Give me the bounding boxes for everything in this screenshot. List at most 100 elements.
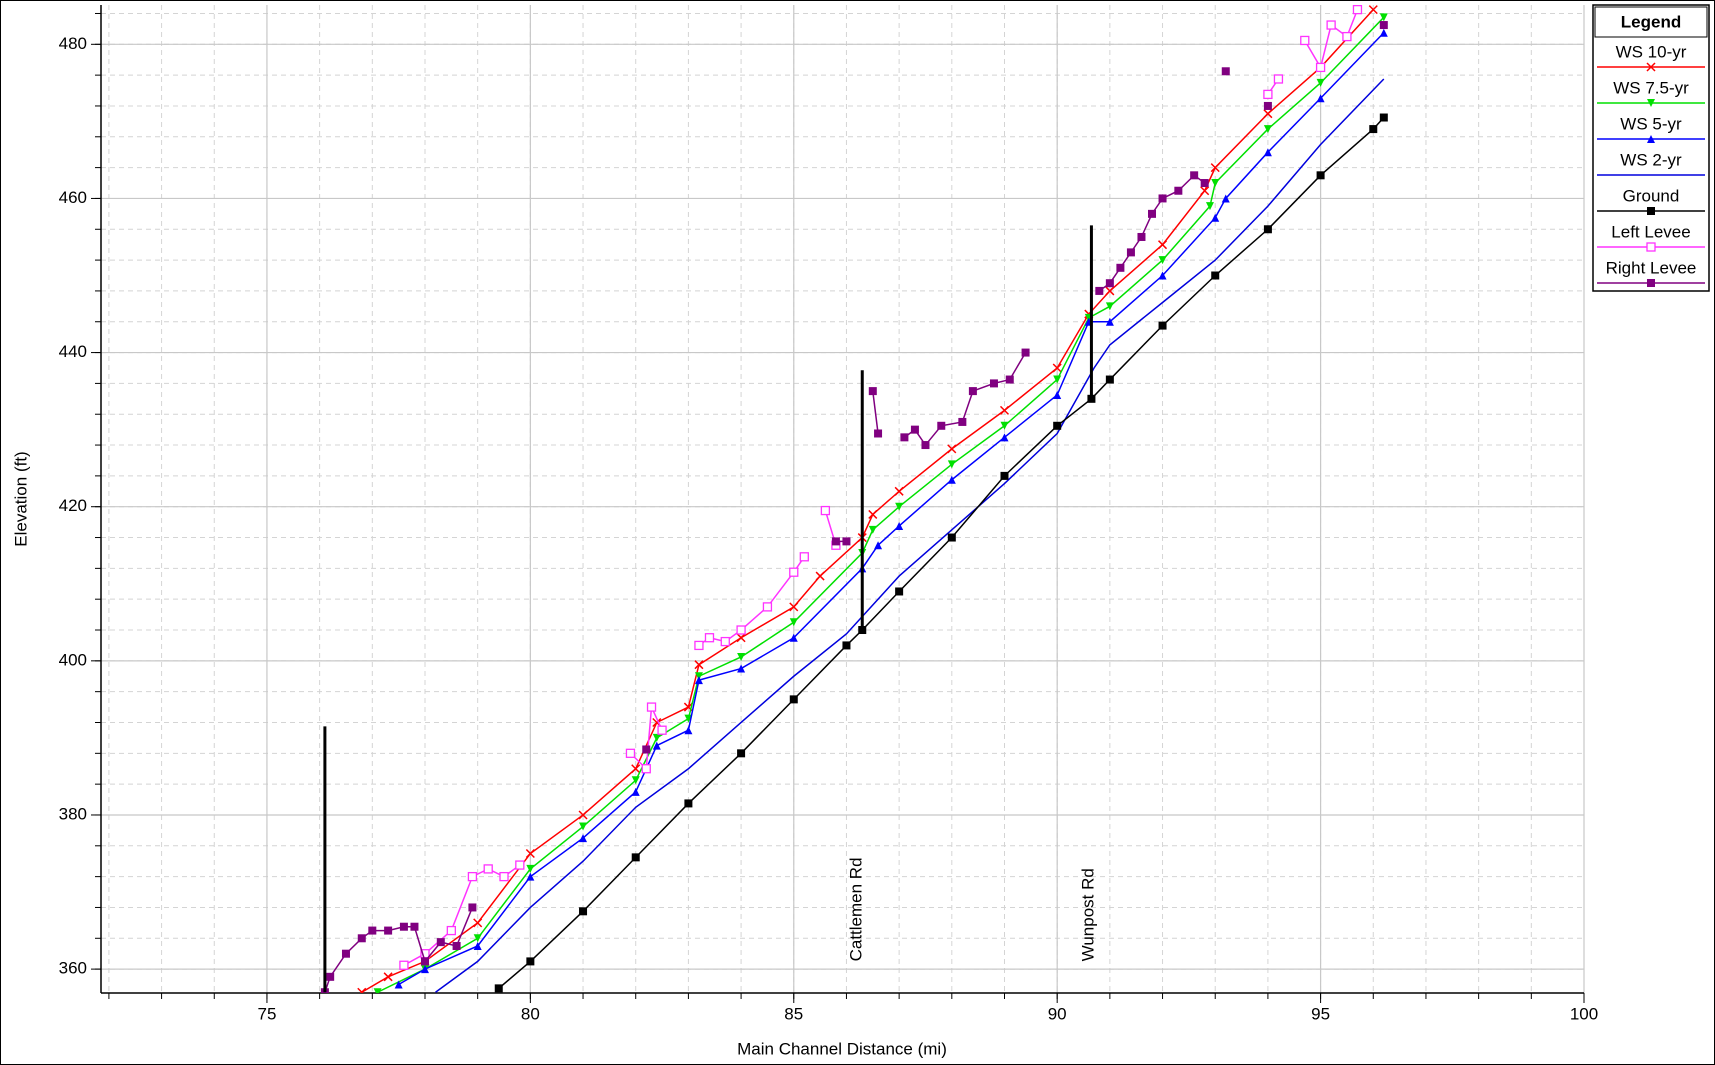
marker: [799, 552, 809, 562]
marker: [468, 903, 477, 912]
legend-label: WS 2-yr: [1620, 150, 1682, 169]
marker: [895, 521, 904, 530]
marker: [1105, 286, 1115, 296]
legend-title: Legend: [1621, 12, 1681, 31]
marker: [579, 907, 588, 916]
marker: [420, 957, 429, 966]
marker: [704, 633, 715, 643]
marker: [895, 587, 904, 596]
y-tick-label: 480: [59, 34, 87, 53]
marker: [720, 636, 730, 647]
marker: [399, 960, 409, 970]
marker: [579, 834, 588, 843]
marker: [1647, 207, 1655, 215]
marker: [874, 541, 883, 550]
marker: [1263, 125, 1272, 134]
marker: [1263, 101, 1272, 110]
marker: [1379, 113, 1388, 122]
marker: [1052, 363, 1062, 373]
legend-label: WS 5-yr: [1620, 114, 1682, 133]
marker: [373, 988, 382, 993]
marker: [1116, 263, 1125, 272]
marker: [1158, 240, 1168, 250]
marker: [789, 567, 799, 577]
marker: [1316, 78, 1325, 87]
y-tick-label: 440: [59, 342, 87, 361]
marker: [736, 625, 746, 635]
marker: [1200, 179, 1209, 188]
marker: [684, 726, 693, 735]
marker: [579, 822, 588, 831]
plot-area: [320, 5, 1388, 993]
marker: [1053, 390, 1062, 399]
marker: [1263, 225, 1272, 234]
marker: [1316, 94, 1325, 103]
marker: [737, 664, 746, 673]
marker: [736, 633, 746, 643]
marker: [383, 972, 393, 982]
marker: [499, 871, 509, 882]
marker: [694, 676, 703, 685]
marker: [1646, 62, 1656, 72]
marker: [631, 776, 640, 785]
marker: [1205, 202, 1214, 211]
marker: [894, 486, 904, 496]
x-tick-label: 85: [784, 1004, 803, 1023]
marker: [868, 509, 878, 519]
y-tick-label: 380: [59, 804, 87, 823]
marker: [525, 848, 535, 859]
marker: [357, 987, 367, 993]
y-tick-label: 460: [59, 188, 87, 207]
marker: [1263, 89, 1273, 100]
marker: [1000, 421, 1009, 430]
marker: [1158, 256, 1167, 265]
marker: [1273, 74, 1284, 84]
marker: [494, 984, 503, 993]
marker: [446, 925, 456, 936]
marker: [1369, 125, 1378, 134]
marker: [868, 387, 877, 396]
marker: [842, 641, 851, 650]
marker: [526, 957, 535, 966]
marker: [1148, 209, 1157, 218]
marker: [1105, 375, 1114, 384]
marker: [947, 444, 957, 454]
marker: [394, 980, 403, 989]
marker: [1379, 21, 1388, 30]
x-tick-label: 95: [1311, 1004, 1330, 1023]
marker: [842, 537, 851, 546]
marker: [937, 421, 946, 430]
marker: [1053, 375, 1062, 384]
marker: [1316, 171, 1325, 180]
marker: [1647, 99, 1655, 107]
annotation: Cattlemen Rd: [846, 857, 865, 961]
marker: [900, 433, 909, 442]
marker: [1095, 286, 1104, 295]
marker: [1021, 348, 1030, 357]
marker: [384, 926, 393, 935]
marker: [341, 949, 350, 958]
marker: [646, 702, 657, 712]
marker: [694, 660, 704, 670]
marker: [642, 745, 651, 754]
marker: [910, 425, 919, 434]
marker: [1211, 179, 1220, 188]
marker: [1053, 421, 1062, 430]
marker: [831, 537, 840, 546]
y-tick-label: 400: [59, 650, 87, 669]
marker: [737, 749, 746, 758]
marker: [1646, 242, 1656, 252]
y-tick-label: 420: [59, 496, 87, 515]
marker: [357, 934, 366, 943]
marker: [652, 741, 661, 750]
marker: [1105, 302, 1114, 311]
marker: [1137, 232, 1146, 241]
marker: [947, 533, 956, 542]
marker: [625, 748, 636, 758]
marker: [1368, 5, 1378, 15]
annotation: Wunpost Rd: [1078, 868, 1097, 961]
marker: [999, 405, 1010, 415]
marker: [1174, 186, 1183, 195]
x-tick-label: 80: [521, 1004, 540, 1023]
marker: [420, 965, 429, 974]
